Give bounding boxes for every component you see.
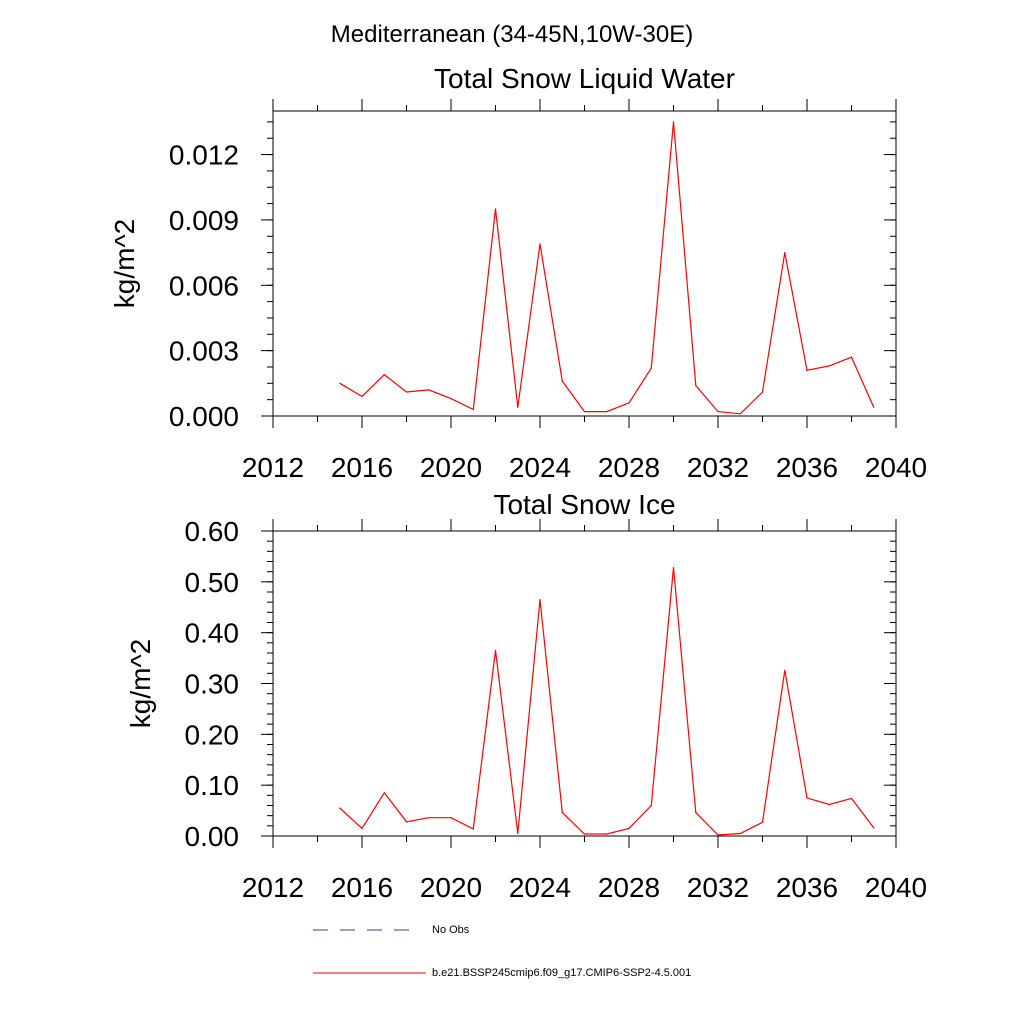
data-point bbox=[383, 374, 385, 376]
data-point bbox=[628, 402, 630, 404]
chart-title: Total Snow Liquid Water bbox=[434, 63, 735, 94]
x-tick-label-2020: 2020 bbox=[420, 872, 482, 903]
chart-snow-liquid-water: Total Snow Liquid Water kg/m^2 2012 2016 202… bbox=[109, 63, 927, 483]
x-tick-label-2040: 2040 bbox=[865, 872, 927, 903]
y-tick-label-0-50: 0.50 bbox=[185, 567, 240, 598]
data-point bbox=[717, 411, 719, 413]
data-point bbox=[806, 797, 808, 799]
legend: No Obs b.e21.BSSP245cmip6.f09_g17.CMIP6-… bbox=[313, 924, 691, 979]
legend-model-label: b.e21.BSSP245cmip6.f09_g17.CMIP6-SSP2-4.… bbox=[432, 967, 691, 979]
y-tick-label-0-60: 0.60 bbox=[185, 516, 240, 547]
data-point bbox=[628, 827, 630, 830]
data-point bbox=[739, 832, 741, 835]
x-tick-label-2020: 2020 bbox=[420, 452, 482, 483]
x-tick-label-2024: 2024 bbox=[509, 452, 571, 483]
data-point bbox=[784, 252, 786, 254]
data-point bbox=[339, 382, 341, 384]
data-point bbox=[361, 395, 363, 397]
y-tick-label-0-40: 0.40 bbox=[185, 618, 240, 649]
y-tick-label-0-00: 0.00 bbox=[185, 821, 240, 852]
data-point bbox=[561, 380, 563, 382]
data-point bbox=[739, 413, 741, 415]
y-tick-label-0-30: 0.30 bbox=[185, 669, 240, 700]
y-tick-label-0-003: 0.003 bbox=[169, 336, 239, 367]
data-point bbox=[450, 817, 452, 819]
legend-no-obs-label: No Obs bbox=[432, 924, 470, 936]
data-point bbox=[405, 391, 408, 393]
data-point bbox=[450, 398, 452, 400]
data-point bbox=[695, 812, 697, 814]
x-tick-label-2040: 2040 bbox=[865, 452, 927, 483]
data-point bbox=[850, 797, 853, 800]
data-point bbox=[873, 406, 875, 408]
data-point bbox=[672, 567, 675, 569]
data-point bbox=[405, 821, 408, 823]
y-tick-label-0-000: 0.000 bbox=[169, 401, 239, 432]
chart-title: Total Snow Ice bbox=[493, 489, 675, 520]
data-point bbox=[517, 832, 519, 835]
x-tick-label-2028: 2028 bbox=[598, 452, 660, 483]
x-tick-label-2028: 2028 bbox=[598, 872, 660, 903]
page-title: Mediterranean (34-45N,10W-30E) bbox=[331, 21, 693, 48]
y-tick-label-0-10: 0.10 bbox=[185, 770, 240, 801]
data-point bbox=[539, 599, 541, 601]
y-axis-label: kg/m^2 bbox=[125, 639, 156, 728]
data-point bbox=[717, 834, 719, 836]
data-point bbox=[761, 391, 764, 393]
x-tick-label-2036: 2036 bbox=[776, 872, 838, 903]
data-point bbox=[561, 812, 563, 814]
data-point bbox=[650, 367, 652, 369]
plot-frame bbox=[272, 530, 897, 837]
x-tick-label-2036: 2036 bbox=[776, 452, 838, 483]
series-line-0 bbox=[339, 567, 875, 836]
plot-frame bbox=[272, 110, 897, 417]
data-point bbox=[472, 828, 474, 830]
data-point bbox=[361, 827, 363, 830]
chart-snow-ice: Total Snow Ice kg/m^2 2012 2016 2020 2024 2028… bbox=[125, 489, 927, 903]
x-tick-label-2024: 2024 bbox=[509, 872, 571, 903]
x-tick-label-2012: 2012 bbox=[242, 872, 304, 903]
data-point bbox=[583, 411, 586, 413]
data-point bbox=[494, 649, 497, 652]
data-point bbox=[606, 833, 608, 835]
data-point bbox=[606, 411, 608, 413]
y-tick-label-0-009: 0.009 bbox=[169, 205, 239, 236]
x-tick-label-2016: 2016 bbox=[331, 452, 393, 483]
x-tick-label-2032: 2032 bbox=[687, 872, 749, 903]
data-point bbox=[428, 389, 430, 391]
data-point bbox=[761, 821, 764, 823]
data-point bbox=[672, 121, 675, 123]
series-line-0 bbox=[339, 121, 875, 415]
data-point bbox=[784, 669, 786, 671]
y-axis-label: kg/m^2 bbox=[109, 219, 140, 308]
data-point bbox=[850, 356, 853, 358]
data-point bbox=[472, 408, 474, 411]
x-tick-label-2032: 2032 bbox=[687, 452, 749, 483]
x-tick-label-2012: 2012 bbox=[242, 452, 304, 483]
data-point bbox=[494, 208, 497, 210]
data-point bbox=[583, 833, 586, 835]
data-point bbox=[650, 804, 652, 807]
data-point bbox=[517, 406, 519, 408]
data-point bbox=[428, 817, 430, 819]
data-point bbox=[828, 365, 830, 367]
data-point bbox=[873, 827, 875, 829]
x-tick-label-2016: 2016 bbox=[331, 872, 393, 903]
data-point bbox=[539, 243, 541, 245]
data-point bbox=[383, 792, 385, 794]
y-tick-label-0-006: 0.006 bbox=[169, 270, 239, 301]
data-point bbox=[806, 369, 808, 371]
y-tick-label-0-012: 0.012 bbox=[169, 140, 239, 171]
data-point bbox=[828, 803, 830, 806]
data-point bbox=[339, 807, 341, 809]
data-point bbox=[695, 384, 697, 387]
y-tick-label-0-20: 0.20 bbox=[185, 719, 240, 750]
